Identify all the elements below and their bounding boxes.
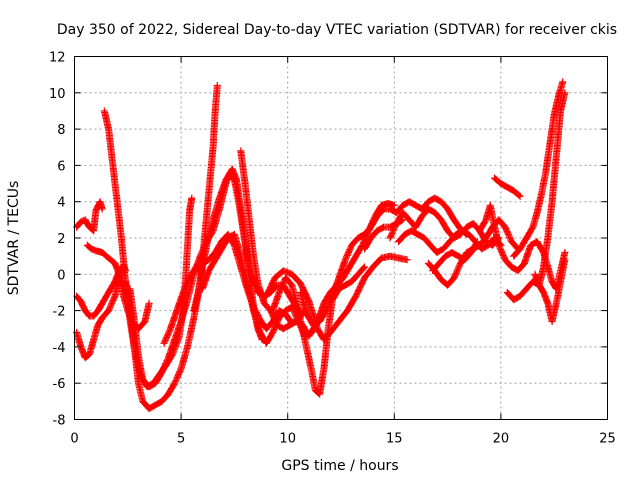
series-trace-21 <box>510 78 567 260</box>
y-axis-title: SDTVAR / TECUs <box>6 181 22 296</box>
data-point-markers <box>262 252 411 344</box>
data-point-markers <box>491 174 524 200</box>
data-point-markers <box>429 238 481 275</box>
x-tick-label: 5 <box>177 432 185 447</box>
data-points <box>73 78 569 413</box>
series-trace-19 <box>491 174 524 200</box>
axis-ticks: -8 -6 -4 -2 0 2 4 6 8 10 12 0 5 10 15 20 25 <box>49 51 616 447</box>
y-tick-label: 2 <box>57 232 65 247</box>
y-tick-label: 10 <box>49 87 66 102</box>
y-tick-label: 6 <box>57 159 65 174</box>
chart-title: Day 350 of 2022, Sidereal Day-to-day VTE… <box>57 22 617 38</box>
series-trace-13 <box>262 252 411 344</box>
data-point-markers <box>269 263 368 398</box>
data-point-markers <box>360 216 407 253</box>
series-trace-3 <box>73 198 106 235</box>
data-point-markers <box>531 89 569 289</box>
y-tick-label: -8 <box>53 414 66 429</box>
x-tick-label: 15 <box>386 432 403 447</box>
series-trace-24 <box>360 216 407 253</box>
series-trace-23 <box>429 238 481 275</box>
x-tick-label: 20 <box>493 432 510 447</box>
y-tick-label: 8 <box>57 123 65 138</box>
y-tick-label: -4 <box>53 341 66 356</box>
y-tick-label: 4 <box>57 196 65 211</box>
y-tick-label: 0 <box>57 268 65 283</box>
data-point-markers <box>424 216 522 289</box>
x-tick-label: 0 <box>70 432 78 447</box>
series-trace-17 <box>424 216 522 289</box>
data-point-markers <box>510 78 567 260</box>
y-tick-label: 12 <box>49 51 66 66</box>
y-tick-label: -6 <box>53 377 66 392</box>
x-tick-label: 25 <box>599 432 616 447</box>
series-trace-14 <box>296 194 471 329</box>
series-trace-22 <box>531 89 569 289</box>
x-tick-label: 10 <box>279 432 296 447</box>
data-point-markers <box>190 165 266 344</box>
y-tick-label: -2 <box>53 305 66 320</box>
data-point-markers <box>296 194 471 329</box>
data-point-markers <box>73 198 106 235</box>
series-trace-10 <box>190 165 266 344</box>
series-trace-12 <box>269 263 368 398</box>
x-axis-title: GPS time / hours <box>281 458 398 474</box>
